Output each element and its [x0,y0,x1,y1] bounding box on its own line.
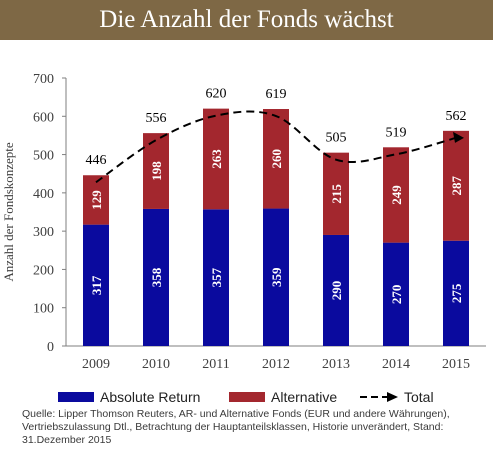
bar-value-absolute-return: 275 [449,283,464,303]
bar-value-alternative: 249 [389,185,404,205]
bar-value-absolute-return: 358 [149,267,164,287]
bar-alternative [263,109,289,209]
total-value-label: 446 [86,153,107,168]
y-tick-label: 400 [33,187,54,202]
chart-title: Die Anzahl der Fonds wächst [99,6,394,33]
total-value-label: 519 [386,125,407,140]
bar-value-absolute-return: 359 [269,267,284,287]
bar-absolute-return [83,224,109,346]
stacked-bar-chart: 0 100 200 300 400 500 600 700 Anzahl der Fondsko… [1,72,486,405]
bar-value-absolute-return: 317 [89,275,104,295]
x-tick-label: 2013 [322,357,350,372]
x-tick-label: 2009 [82,357,110,372]
legend-label-alternative: Alternative [271,389,337,405]
bar-absolute-return [323,234,349,346]
x-tick-label: 2014 [382,357,410,372]
bar-value-absolute-return: 357 [209,267,224,287]
total-value-label: 505 [326,131,347,146]
bar-value-absolute-return: 270 [389,285,404,305]
y-tick-label: 600 [33,110,54,125]
bar-value-alternative: 198 [149,161,164,181]
bar-alternative [143,133,169,209]
bar-absolute-return [443,240,469,346]
y-tick-label: 100 [33,302,54,317]
total-arrowhead [453,131,464,143]
bar-value-alternative: 263 [209,149,224,169]
bar-absolute-return [143,208,169,346]
x-tick-label: 2010 [142,357,170,372]
bar-alternative [83,175,109,225]
bar-alternative [323,152,349,235]
source-note: Quelle: Lipper Thomson Reuters, AR- und … [22,408,450,446]
total-value-label: 619 [266,87,287,102]
legend-arrow-total [387,392,398,402]
total-value-label: 620 [206,87,227,102]
bar-alternative [203,108,229,210]
total-line [95,110,457,184]
y-axis-title: Anzahl der Fondskonzepte [1,142,16,282]
bar-alternative [443,130,469,241]
legend-swatch-absolute-return [58,392,94,402]
x-tick-label: 2015 [442,357,470,372]
legend-swatch-alternative [229,392,265,402]
bar-absolute-return [263,208,289,346]
bar-absolute-return [383,242,409,346]
total-value-label: 556 [146,111,167,126]
title-bar [0,0,493,40]
bar-absolute-return [203,209,229,346]
total-value-label: 562 [446,109,467,124]
bar-value-absolute-return: 290 [329,281,344,301]
legend-label-total: Total [404,389,434,405]
bar-alternative [383,147,409,243]
bar-value-alternative: 260 [269,149,284,169]
x-tick-label: 2011 [202,357,229,372]
y-tick-label: 200 [33,263,54,278]
legend-label-absolute-return: Absolute Return [100,389,200,405]
bar-value-alternative: 129 [89,190,104,210]
bar-value-alternative: 215 [329,184,344,204]
y-tick-label: 500 [33,149,54,164]
bar-value-alternative: 287 [449,176,464,196]
y-tick-label: 700 [33,72,54,87]
x-tick-label: 2012 [262,357,290,372]
y-tick-label: 300 [33,225,54,240]
y-tick-label: 0 [47,340,54,355]
